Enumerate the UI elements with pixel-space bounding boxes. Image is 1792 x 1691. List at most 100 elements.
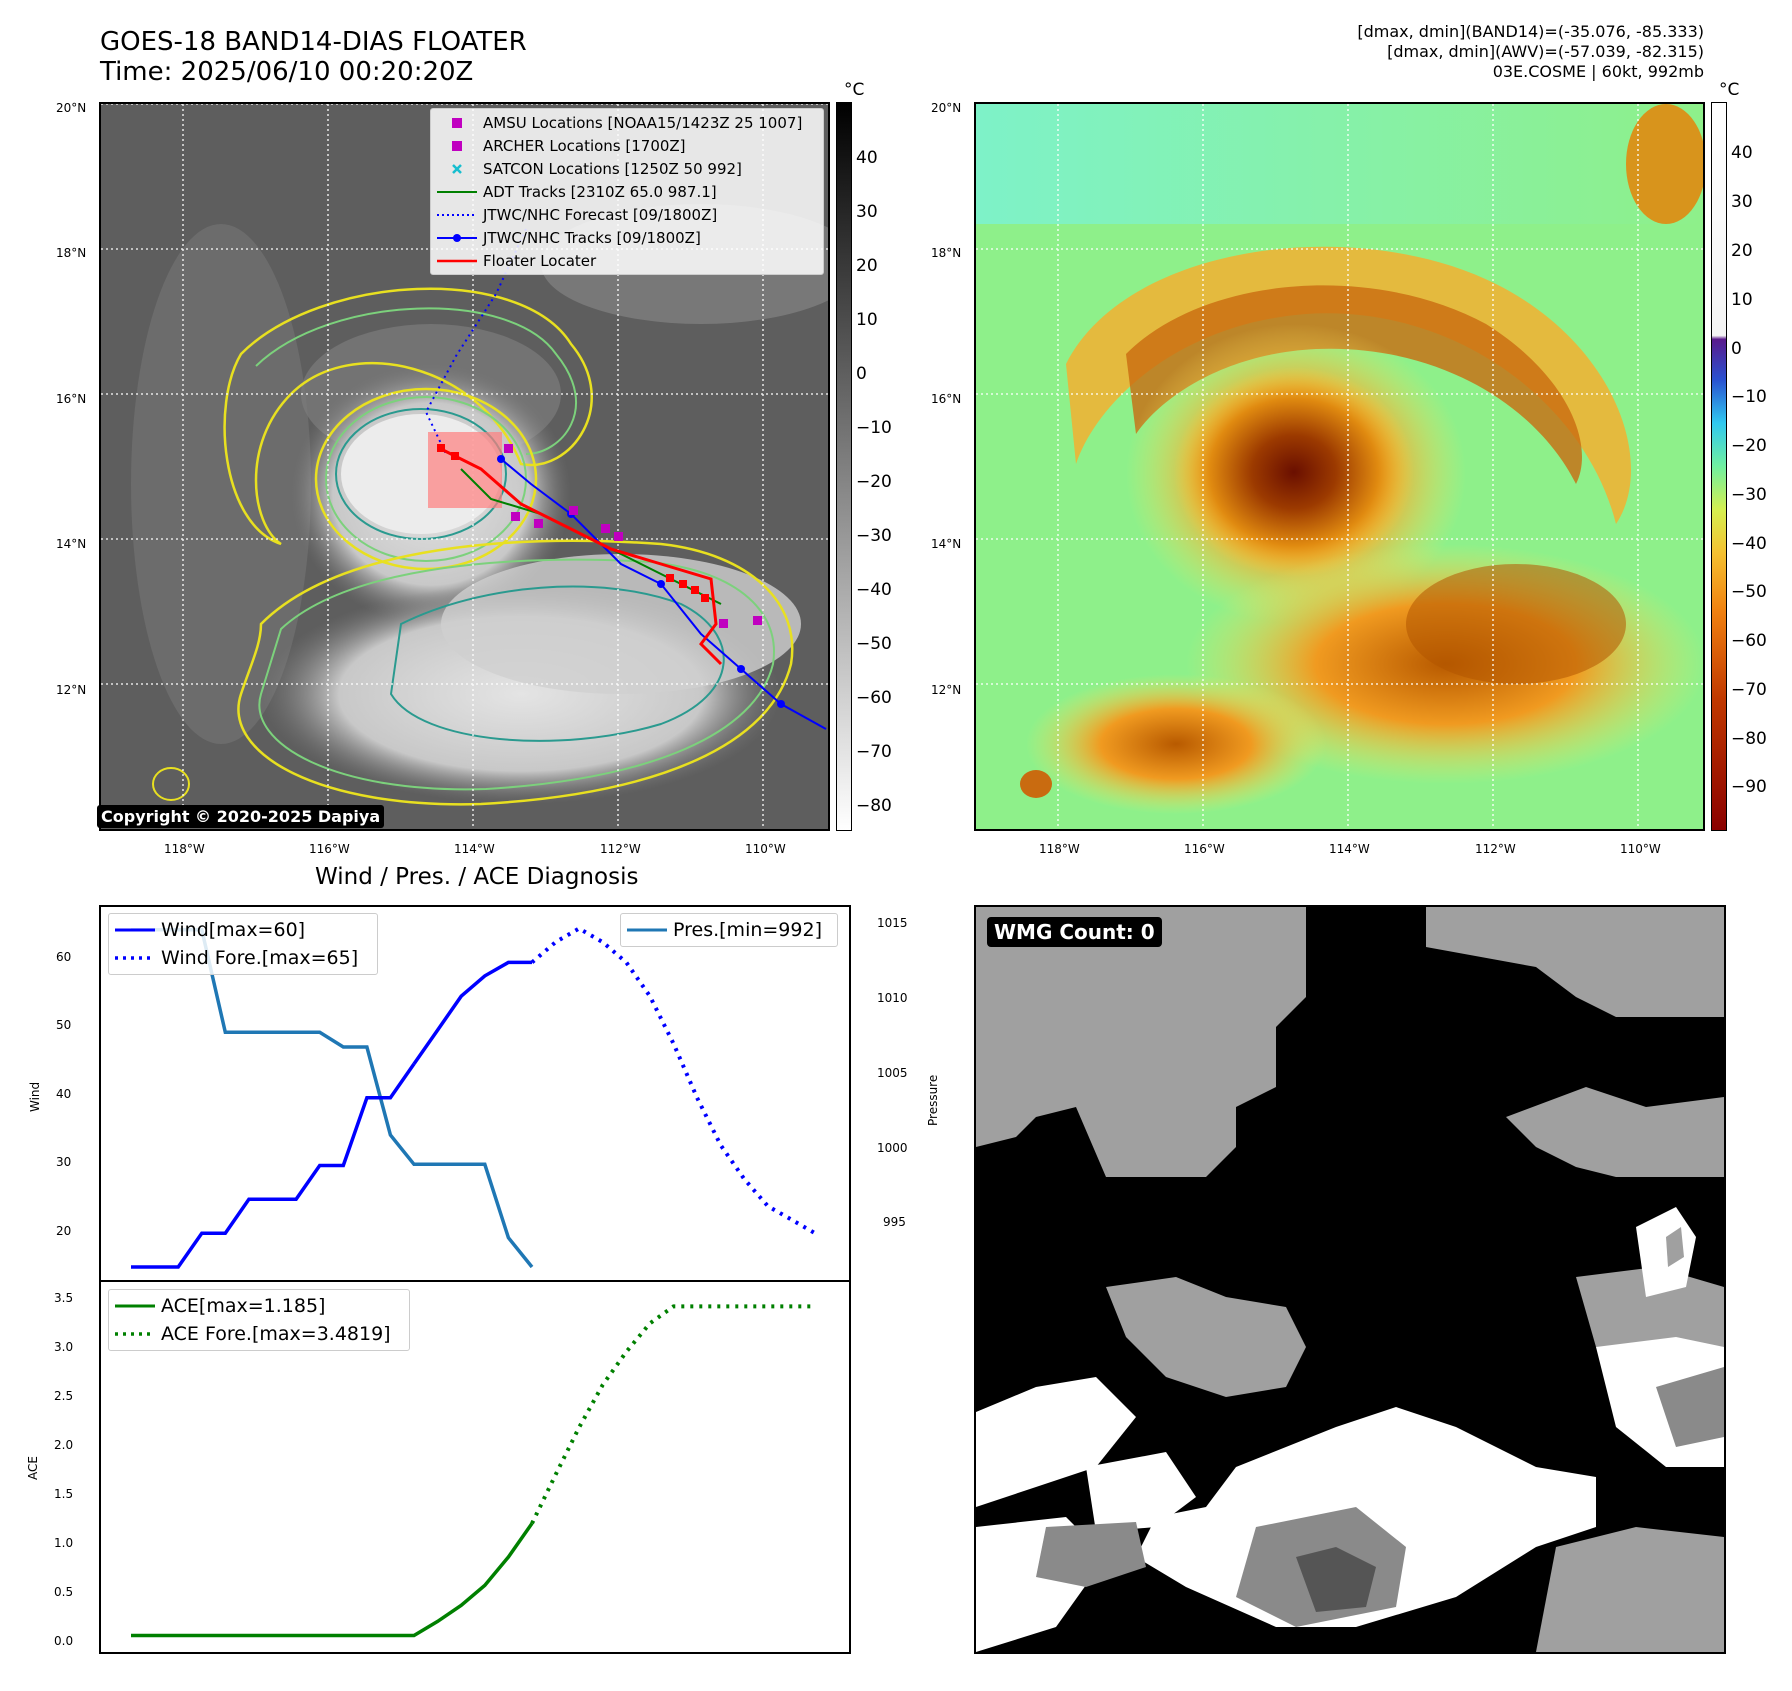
awv-range-text: [dmax, dmin](AWV)=(-57.039, -82.315) (1387, 42, 1704, 61)
wind-pressure-plot (131, 926, 816, 1269)
awv-colorbar-tick: 20 (1731, 241, 1753, 261)
wind-tick: 40 (56, 1087, 72, 1101)
ir-colorbar-tick: −30 (856, 526, 892, 546)
wind-tick: 50 (56, 1018, 72, 1032)
lon-label: 112°W (600, 842, 641, 856)
legend-item-jtwc-forecast: JTWC/NHC Forecast [09/1800Z] (437, 205, 718, 224)
figure-title: GOES-18 BAND14-DIAS FLOATER (100, 27, 527, 57)
wmg-count-badge: WMG Count: 0 (987, 917, 1162, 947)
lat-label: 18°N (56, 246, 87, 260)
ace-tick: 1.5 (54, 1487, 74, 1501)
wmg-imagery (976, 907, 1724, 1652)
ace-tick: 1.0 (54, 1536, 74, 1550)
awv-colorbar-tick: 10 (1731, 290, 1753, 310)
lon-label: 118°W (164, 842, 205, 856)
pressure-tick: 1010 (877, 991, 908, 1005)
wind-legend: Wind[max=60] Wind Fore.[max=65] (108, 913, 378, 975)
lon-label: 114°W (454, 842, 495, 856)
ace-tick: 2.0 (54, 1438, 74, 1452)
ir-colorbar-unit: °C (844, 80, 865, 100)
lat-label: 14°N (931, 537, 962, 551)
lat-label: 12°N (56, 683, 87, 697)
series-line-wind-tail (412, 960, 532, 1065)
ir-colorbar-tick: −50 (856, 634, 892, 654)
legend-item-adt: ADT Tracks [2310Z 65.0 987.1] (437, 182, 717, 201)
awv-map-panel (974, 102, 1705, 831)
wind-axis-label: Wind (28, 1081, 42, 1112)
lat-label: 18°N (931, 246, 962, 260)
lon-label: 110°W (1620, 842, 1661, 856)
lat-label: 12°N (931, 683, 962, 697)
ace-tick: 2.5 (54, 1389, 74, 1403)
pressure-axis-label: Pressure (926, 1074, 940, 1126)
pressure-tick: 995 (883, 1215, 906, 1229)
awv-colorbar-tick: −50 (1731, 582, 1767, 602)
floater-box (428, 432, 502, 508)
lat-label: 20°N (56, 101, 87, 115)
ace-tick: 0.5 (54, 1585, 74, 1599)
ir-colorbar-tick: 30 (856, 202, 878, 222)
awv-colorbar-tick: 30 (1731, 192, 1753, 212)
awv-colorbar-tick: −80 (1731, 729, 1767, 749)
ir-colorbar-tick: −80 (856, 796, 892, 816)
storm-info-text: 03E.COSME | 60kt, 992mb (1492, 62, 1704, 81)
awv-colorbar-tick: −90 (1731, 777, 1767, 797)
pressure-tick: 1000 (877, 1141, 908, 1155)
ace-plot (131, 1304, 815, 1638)
lat-label: 20°N (931, 101, 962, 115)
ace-tick: 0.0 (54, 1634, 74, 1648)
awv-colorbar-tick: −30 (1731, 485, 1767, 505)
diagnosis-plot (101, 926, 849, 1638)
legend-item-jtwc-tracks: JTWC/NHC Tracks [09/1800Z] (431, 226, 823, 249)
series-line-wind-max-60- (131, 1062, 416, 1269)
pressure-legend: Pres.[min=992] (620, 913, 838, 947)
band14-range-text: [dmax, dmin](BAND14)=(-35.076, -85.333) (1357, 22, 1704, 41)
ir-colorbar-tick: 40 (856, 148, 878, 168)
lon-label: 116°W (309, 842, 350, 856)
lon-label: 116°W (1184, 842, 1225, 856)
diagnosis-title: Wind / Pres. / ACE Diagnosis (315, 864, 639, 890)
lon-label: 112°W (1475, 842, 1516, 856)
awv-colorbar-tick: 40 (1731, 143, 1753, 163)
legend-item-amsu: AMSU Locations [NOAA15/1423Z 25 1007] (431, 111, 823, 134)
ace-axis-label: ACE (26, 1456, 40, 1480)
awv-colorbar-unit: °C (1719, 80, 1740, 100)
awv-imagery (976, 104, 1703, 829)
wmg-panel (974, 905, 1726, 1654)
wind-tick: 30 (56, 1155, 72, 1169)
pressure-tick: 1015 (877, 916, 908, 930)
ir-colorbar-tick: 0 (856, 364, 867, 384)
wind-tick: 60 (56, 950, 72, 964)
awv-colorbar (1711, 102, 1727, 831)
legend-item-floater: Floater Locater (437, 251, 597, 270)
awv-colorbar-tick: −10 (1731, 387, 1767, 407)
ace-legend: ACE[max=1.185] ACE Fore.[max=3.4819] (108, 1289, 410, 1351)
series-line-ace-fore-max-3-4819- (530, 1304, 815, 1525)
series-line-pres-min-992- (131, 927, 534, 1269)
ir-colorbar-tick: −60 (856, 688, 892, 708)
lon-label: 118°W (1039, 842, 1080, 856)
ir-colorbar-tick: −40 (856, 580, 892, 600)
legend-item-satcon: SATCON Locations [1250Z 50 992] (431, 157, 823, 180)
awv-colorbar-tick: −60 (1731, 631, 1767, 651)
awv-colorbar-tick: 0 (1731, 339, 1742, 359)
lat-label: 16°N (56, 392, 87, 406)
ir-colorbar-tick: 20 (856, 256, 878, 276)
ace-tick: 3.0 (54, 1340, 74, 1354)
diagnosis-panel (99, 905, 851, 1654)
ace-tick: 3.5 (54, 1291, 74, 1305)
awv-colorbar-tick: −70 (1731, 680, 1767, 700)
ir-colorbar (836, 102, 852, 831)
awv-colorbar-tick: −40 (1731, 534, 1767, 554)
legend-item-archer: ARCHER Locations [1700Z] (431, 134, 823, 157)
copyright-label: Copyright © 2020-2025 Dapiya (97, 805, 385, 828)
lat-label: 16°N (931, 392, 962, 406)
lon-label: 114°W (1329, 842, 1370, 856)
figure-time: Time: 2025/06/10 00:20:20Z (100, 57, 474, 87)
ir-colorbar-tick: −10 (856, 418, 892, 438)
ir-colorbar-tick: −20 (856, 472, 892, 492)
series-line-wind-fore-max-65- (530, 926, 816, 1235)
ir-colorbar-tick: −70 (856, 742, 892, 762)
wind-tick: 20 (56, 1224, 72, 1238)
lat-label: 14°N (56, 537, 87, 551)
